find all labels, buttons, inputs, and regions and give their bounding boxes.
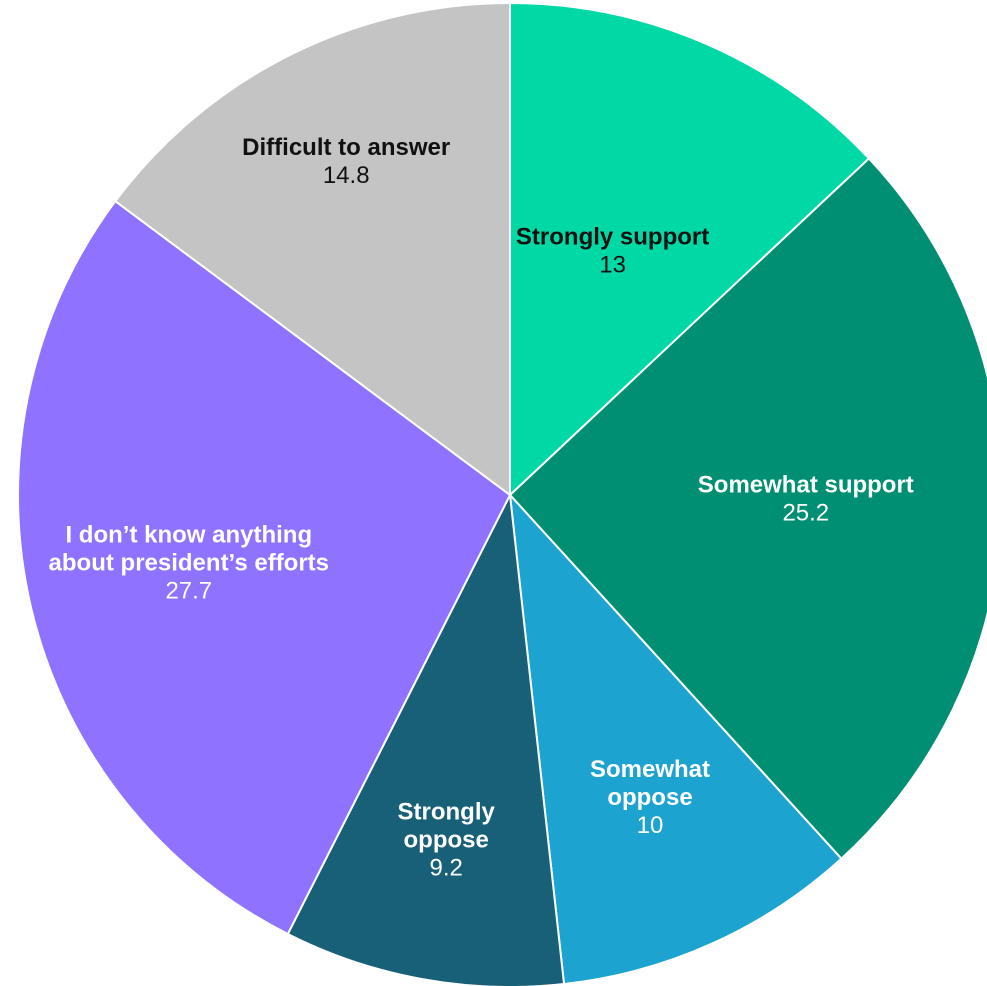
slice-value-strongly-support: 13 <box>599 251 626 278</box>
slice-value-i-don-t-know-anything-about-president-s-efforts: 27.7 <box>165 578 212 605</box>
pie-slice-i-don-t-know-anything-about-president-s-efforts <box>17 199 512 936</box>
slice-value-somewhat-oppose: 10 <box>637 812 664 839</box>
slice-value-difficult-to-answer: 14.8 <box>323 162 370 189</box>
slice-name-somewhat-oppose: Somewhat oppose <box>590 756 710 811</box>
slice-name-strongly-support: Strongly support <box>516 223 709 250</box>
slice-name-difficult-to-answer: Difficult to answer <box>242 134 450 161</box>
slice-value-strongly-oppose: 9.2 <box>430 854 463 881</box>
pie-slice-strongly-support <box>509 1 871 498</box>
slice-name-strongly-oppose: Strongly oppose <box>398 798 496 853</box>
pie-slice-somewhat-oppose <box>508 492 843 986</box>
slice-name-somewhat-support: Somewhat support <box>698 472 914 499</box>
slice-value-somewhat-support: 25.2 <box>782 500 829 527</box>
pie-slice-somewhat-support <box>508 157 987 861</box>
pie-slice-difficult-to-answer <box>113 1 511 497</box>
slice-name-i-don-t-know-anything-about-president-s-efforts: I don’t know anything about president’s e… <box>49 522 329 577</box>
slice-label-i-don-t-know-anything-about-president-s-efforts: I don’t know anything about president’s e… <box>49 522 329 605</box>
